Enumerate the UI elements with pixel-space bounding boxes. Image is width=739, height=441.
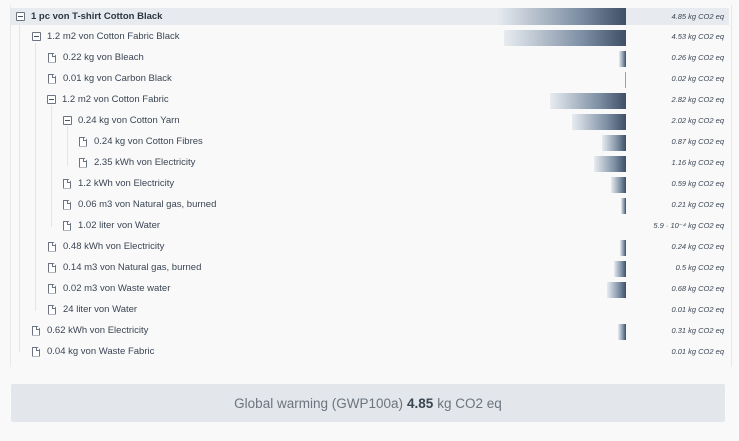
document-icon: [79, 136, 87, 147]
tree-row[interactable]: 0.01 kg von Carbon Black 0.02 kg CO2 eq: [11, 70, 729, 88]
impact-bar: [619, 51, 626, 67]
impact-bar: [594, 156, 626, 172]
row-label: 0.02 m3 von Waste water: [63, 283, 171, 294]
impact-bar: [625, 72, 626, 88]
row-value: 2.02 kg CO2 eq: [671, 116, 724, 125]
row-label: 0.01 kg von Carbon Black: [63, 73, 172, 84]
row-value: 0.5 kg CO2 eq: [675, 263, 724, 272]
row-value: 4.53 kg CO2 eq: [671, 32, 724, 41]
row-label: 1.2 kWh von Electricity: [78, 178, 175, 189]
tree-row[interactable]: 0.02 m3 von Waste water 0.68 kg CO2 eq: [11, 280, 729, 298]
tree-row[interactable]: 0.24 kg von Cotton Fibres 0.87 kg CO2 eq: [11, 133, 729, 151]
tree-row[interactable]: 0.14 m3 von Natural gas, burned 0.5 kg C…: [11, 259, 729, 277]
row-label: 2.35 kWh von Electricity: [94, 157, 196, 168]
row-value: 0.01 kg CO2 eq: [671, 305, 724, 314]
row-value: 0.26 kg CO2 eq: [671, 53, 724, 62]
tree-row[interactable]: 1 pc von T-shirt Cotton Black 4.85 kg CO…: [11, 8, 729, 25]
document-icon: [63, 178, 71, 189]
row-label: 24 liter von Water: [63, 304, 138, 315]
collapse-icon[interactable]: [16, 12, 25, 21]
impact-bar: [620, 240, 626, 256]
row-value: 0.24 kg CO2 eq: [671, 242, 724, 251]
row-label: 1 pc von T-shirt Cotton Black: [31, 11, 163, 22]
impact-bar: [496, 8, 626, 25]
collapse-icon[interactable]: [63, 116, 72, 125]
tree-row[interactable]: 24 liter von Water 0.01 kg CO2 eq: [11, 301, 729, 318]
document-icon: [48, 283, 56, 294]
tree-row[interactable]: 1.2 m2 von Cotton Fabric 2.82 kg CO2 eq: [11, 91, 729, 109]
collapse-icon[interactable]: [47, 95, 56, 104]
row-value: 0.59 kg CO2 eq: [671, 179, 724, 188]
impact-bar: [611, 177, 626, 193]
row-label: 1.2 m2 von Cotton Fabric Black: [47, 31, 180, 42]
row-label: 1.2 m2 von Cotton Fabric: [62, 94, 169, 105]
row-label: 0.24 kg von Cotton Yarn: [78, 115, 180, 126]
impact-tree: 1 pc von T-shirt Cotton Black 4.85 kg CO…: [10, 5, 732, 367]
row-value: 1.16 kg CO2 eq: [671, 158, 724, 167]
row-value: 0.68 kg CO2 eq: [671, 284, 724, 293]
row-value: 0.87 kg CO2 eq: [671, 137, 724, 146]
document-icon: [48, 73, 56, 84]
document-icon: [32, 346, 40, 357]
document-icon: [32, 325, 40, 336]
tree-row[interactable]: 1.02 liter von Water 5.9 · 10⁻⁴ kg CO2 e…: [11, 217, 729, 234]
row-value: 0.31 kg CO2 eq: [671, 326, 724, 335]
row-label: 0.48 kWh von Electricity: [63, 241, 165, 252]
summary-unit: kg CO2 eq: [437, 395, 502, 411]
document-icon: [79, 157, 87, 168]
impact-bar: [602, 135, 626, 151]
tree-row[interactable]: 0.24 kg von Cotton Yarn 2.02 kg CO2 eq: [11, 112, 729, 130]
summary-value: 4.85: [406, 395, 434, 411]
tree-row[interactable]: 0.04 kg von Waste Fabric 0.01 kg CO2 eq: [11, 343, 729, 360]
tree-row[interactable]: 0.22 kg von Bleach 0.26 kg CO2 eq: [11, 49, 729, 67]
row-value: 0.01 kg CO2 eq: [671, 347, 724, 356]
row-label: 0.04 kg von Waste Fabric: [47, 346, 155, 357]
row-value: 5.9 · 10⁻⁴ kg CO2 eq: [653, 221, 724, 230]
row-label: 0.24 kg von Cotton Fibres: [94, 136, 203, 147]
row-label: 0.62 kWh von Electricity: [47, 325, 149, 336]
impact-summary: Global warming (GWP100a) 4.85 kg CO2 eq: [11, 384, 725, 422]
impact-bar: [572, 114, 626, 130]
collapse-icon[interactable]: [32, 32, 41, 41]
summary-prefix: Global warming (GWP100a): [234, 395, 403, 411]
document-icon: [48, 304, 56, 315]
tree-row[interactable]: 0.62 kWh von Electricity 0.31 kg CO2 eq: [11, 322, 729, 340]
row-value: 0.21 kg CO2 eq: [671, 200, 724, 209]
impact-bar: [621, 198, 626, 214]
impact-bar: [618, 324, 626, 340]
tree-row[interactable]: 2.35 kWh von Electricity 1.16 kg CO2 eq: [11, 154, 729, 172]
row-value: 4.85 kg CO2 eq: [671, 12, 724, 21]
impact-bar: [504, 30, 626, 46]
tree-row[interactable]: 0.48 kWh von Electricity 0.24 kg CO2 eq: [11, 238, 729, 256]
document-icon: [48, 262, 56, 273]
tree-row[interactable]: 1.2 kWh von Electricity 0.59 kg CO2 eq: [11, 175, 729, 193]
impact-bar: [550, 93, 626, 109]
document-icon: [63, 199, 71, 210]
document-icon: [48, 52, 56, 63]
document-icon: [48, 241, 56, 252]
row-label: 0.14 m3 von Natural gas, burned: [63, 262, 202, 273]
row-label: 1.02 liter von Water: [78, 220, 161, 231]
tree-row[interactable]: 0.06 m3 von Natural gas, burned 0.21 kg …: [11, 196, 729, 214]
impact-bar: [607, 282, 626, 298]
row-label: 0.06 m3 von Natural gas, burned: [78, 199, 217, 210]
impact-bar: [614, 261, 626, 277]
tree-row[interactable]: 1.2 m2 von Cotton Fabric Black 4.53 kg C…: [11, 28, 729, 46]
document-icon: [63, 220, 71, 231]
row-value: 0.02 kg CO2 eq: [671, 74, 724, 83]
row-label: 0.22 kg von Bleach: [63, 52, 144, 63]
row-value: 2.82 kg CO2 eq: [671, 95, 724, 104]
